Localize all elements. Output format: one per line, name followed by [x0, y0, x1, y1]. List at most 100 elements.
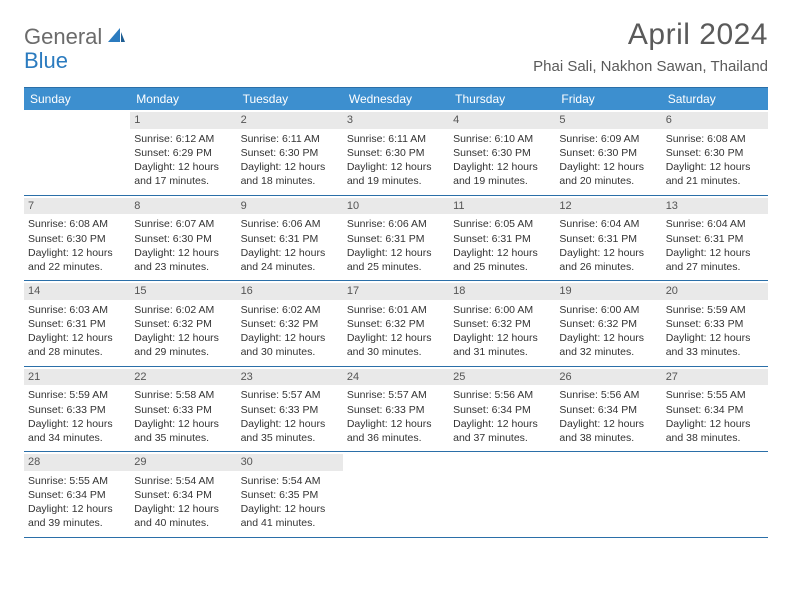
sunset-line: Sunset: 6:30 PM [134, 232, 232, 246]
sunrise-line: Sunrise: 5:58 AM [134, 388, 232, 402]
sunrise-line: Sunrise: 6:05 AM [453, 217, 551, 231]
sunset-line: Sunset: 6:32 PM [559, 317, 657, 331]
day-number: 5 [555, 112, 661, 129]
day-cell: 22Sunrise: 5:58 AMSunset: 6:33 PMDayligh… [130, 367, 236, 452]
daylight-line: Daylight: 12 hours and 35 minutes. [241, 417, 339, 445]
day-number: 24 [343, 369, 449, 386]
week-row: 28Sunrise: 5:55 AMSunset: 6:34 PMDayligh… [24, 452, 768, 538]
day-number: 7 [24, 198, 130, 215]
logo-text-1: General [24, 24, 102, 50]
sunset-line: Sunset: 6:34 PM [134, 488, 232, 502]
day-number: 27 [662, 369, 768, 386]
sunset-line: Sunset: 6:33 PM [134, 403, 232, 417]
sunset-line: Sunset: 6:34 PM [559, 403, 657, 417]
daylight-line: Daylight: 12 hours and 23 minutes. [134, 246, 232, 274]
day-cell [24, 110, 130, 195]
calendar-grid: SundayMondayTuesdayWednesdayThursdayFrid… [24, 87, 768, 538]
sunrise-line: Sunrise: 5:56 AM [559, 388, 657, 402]
day-cell: 19Sunrise: 6:00 AMSunset: 6:32 PMDayligh… [555, 281, 661, 366]
dow-cell: Wednesday [343, 88, 449, 110]
sunrise-line: Sunrise: 6:02 AM [241, 303, 339, 317]
day-of-week-row: SundayMondayTuesdayWednesdayThursdayFrid… [24, 88, 768, 110]
day-number: 28 [24, 454, 130, 471]
sunset-line: Sunset: 6:30 PM [347, 146, 445, 160]
sunset-line: Sunset: 6:34 PM [666, 403, 764, 417]
sunrise-line: Sunrise: 6:11 AM [241, 132, 339, 146]
day-number: 16 [237, 283, 343, 300]
location-subtitle: Phai Sali, Nakhon Sawan, Thailand [533, 58, 768, 75]
day-number: 18 [449, 283, 555, 300]
sunset-line: Sunset: 6:31 PM [241, 232, 339, 246]
dow-cell: Saturday [662, 88, 768, 110]
day-number: 6 [662, 112, 768, 129]
day-cell [343, 452, 449, 537]
day-number: 23 [237, 369, 343, 386]
day-cell: 26 Sunrise: 5:56 AMSunset: 6:34 PMDayligh… [555, 367, 661, 452]
day-cell: 8Sunrise: 6:07 AMSunset: 6:30 PMDaylight… [130, 196, 236, 281]
daylight-line: Daylight: 12 hours and 21 minutes. [666, 160, 764, 188]
day-cell: 16 Sunrise: 6:02 AMSunset: 6:32 PMDayligh… [237, 281, 343, 366]
week-row: 14Sunrise: 6:03 AMSunset: 6:31 PMDayligh… [24, 281, 768, 367]
title-block: April 2024 Phai Sali, Nakhon Sawan, Thai… [533, 18, 768, 75]
daylight-line: Daylight: 12 hours and 31 minutes. [453, 331, 551, 359]
daylight-line: Daylight: 12 hours and 17 minutes. [134, 160, 232, 188]
daylight-line: Daylight: 12 hours and 19 minutes. [347, 160, 445, 188]
sunrise-line: Sunrise: 6:10 AM [453, 132, 551, 146]
sunrise-line: Sunrise: 6:01 AM [347, 303, 445, 317]
daylight-line: Daylight: 12 hours and 34 minutes. [28, 417, 126, 445]
sunrise-line: Sunrise: 6:06 AM [241, 217, 339, 231]
sunrise-line: Sunrise: 5:59 AM [28, 388, 126, 402]
week-row: 21Sunrise: 5:59 AMSunset: 6:33 PMDayligh… [24, 367, 768, 453]
sunset-line: Sunset: 6:31 PM [559, 232, 657, 246]
daylight-line: Daylight: 12 hours and 37 minutes. [453, 417, 551, 445]
sunrise-line: Sunrise: 6:12 AM [134, 132, 232, 146]
sunset-line: Sunset: 6:29 PM [134, 146, 232, 160]
sunset-line: Sunset: 6:32 PM [347, 317, 445, 331]
day-cell: 23Sunrise: 5:57 AMSunset: 6:33 PMDayligh… [237, 367, 343, 452]
day-cell: 25Sunrise: 5:56 AMSunset: 6:34 PMDayligh… [449, 367, 555, 452]
daylight-line: Daylight: 12 hours and 33 minutes. [666, 331, 764, 359]
dow-cell: Thursday [449, 88, 555, 110]
day-cell: 18Sunrise: 6:00 AMSunset: 6:32 PMDayligh… [449, 281, 555, 366]
daylight-line: Daylight: 12 hours and 41 minutes. [241, 502, 339, 530]
daylight-line: Daylight: 12 hours and 38 minutes. [666, 417, 764, 445]
daylight-line: Daylight: 12 hours and 28 minutes. [28, 331, 126, 359]
sunrise-line: Sunrise: 5:55 AM [666, 388, 764, 402]
sunset-line: Sunset: 6:33 PM [241, 403, 339, 417]
daylight-line: Daylight: 12 hours and 30 minutes. [241, 331, 339, 359]
sunset-line: Sunset: 6:32 PM [241, 317, 339, 331]
day-number: 21 [24, 369, 130, 386]
daylight-line: Daylight: 12 hours and 38 minutes. [559, 417, 657, 445]
sunrise-line: Sunrise: 6:06 AM [347, 217, 445, 231]
day-cell: 15Sunrise: 6:02 AMSunset: 6:32 PMDayligh… [130, 281, 236, 366]
sunset-line: Sunset: 6:30 PM [241, 146, 339, 160]
daylight-line: Daylight: 12 hours and 39 minutes. [28, 502, 126, 530]
day-cell: 6Sunrise: 6:08 AMSunset: 6:30 PMDaylight… [662, 110, 768, 195]
sunrise-line: Sunrise: 6:02 AM [134, 303, 232, 317]
day-number: 17 [343, 283, 449, 300]
daylight-line: Daylight: 12 hours and 24 minutes. [241, 246, 339, 274]
day-number: 4 [449, 112, 555, 129]
day-cell: 27 Sunrise: 5:55 AMSunset: 6:34 PMDayligh… [662, 367, 768, 452]
day-cell: 1Sunrise: 6:12 AMSunset: 6:29 PMDaylight… [130, 110, 236, 195]
sunrise-line: Sunrise: 5:54 AM [241, 474, 339, 488]
day-cell: 11Sunrise: 6:05 AMSunset: 6:31 PMDayligh… [449, 196, 555, 281]
sunrise-line: Sunrise: 6:03 AM [28, 303, 126, 317]
logo-blue-wrap: Blue [24, 48, 68, 74]
sunset-line: Sunset: 6:34 PM [28, 488, 126, 502]
sunset-line: Sunset: 6:33 PM [347, 403, 445, 417]
day-number: 26 [555, 369, 661, 386]
sunrise-line: Sunrise: 5:57 AM [347, 388, 445, 402]
day-cell: 14Sunrise: 6:03 AMSunset: 6:31 PMDayligh… [24, 281, 130, 366]
day-number: 13 [662, 198, 768, 215]
day-cell: 10Sunrise: 6:06 AMSunset: 6:31 PMDayligh… [343, 196, 449, 281]
day-number: 11 [449, 198, 555, 215]
week-row: 1Sunrise: 6:12 AMSunset: 6:29 PMDaylight… [24, 110, 768, 196]
day-number: 9 [237, 198, 343, 215]
dow-cell: Monday [130, 88, 236, 110]
daylight-line: Daylight: 12 hours and 35 minutes. [134, 417, 232, 445]
day-cell: 24Sunrise: 5:57 AMSunset: 6:33 PMDayligh… [343, 367, 449, 452]
sunset-line: Sunset: 6:31 PM [666, 232, 764, 246]
sunrise-line: Sunrise: 5:55 AM [28, 474, 126, 488]
day-number: 30 [237, 454, 343, 471]
